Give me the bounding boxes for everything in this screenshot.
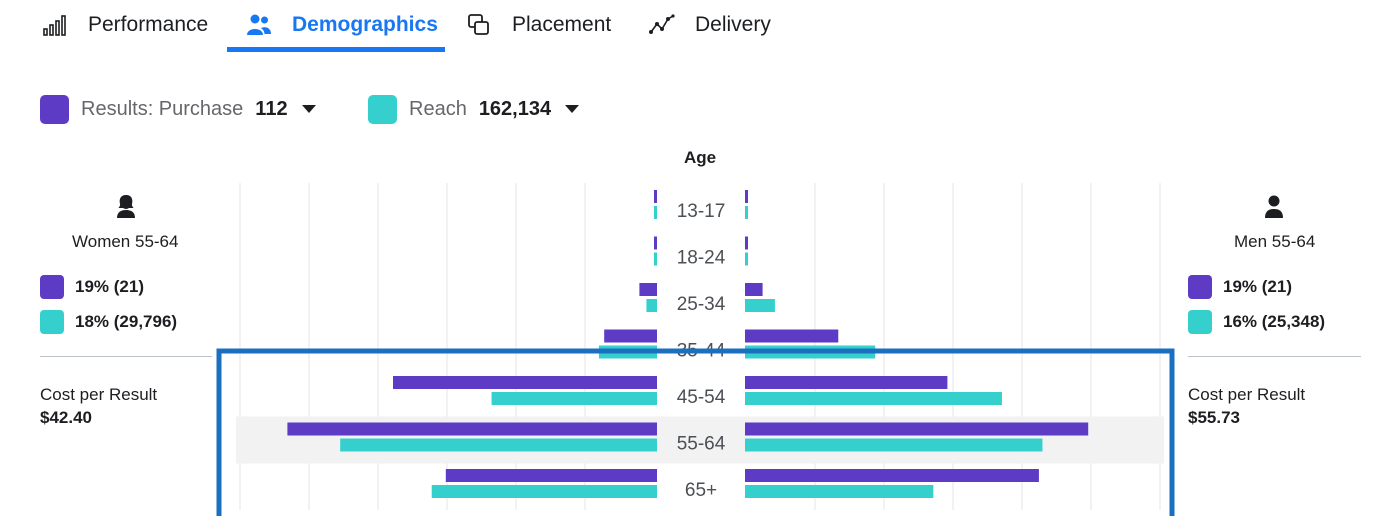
bar-women-results-65+[interactable] bbox=[445, 469, 657, 482]
bar-women-reach-45-54[interactable] bbox=[491, 392, 657, 405]
results-color-swatch bbox=[40, 275, 64, 299]
caret-down-icon bbox=[565, 105, 580, 113]
bar-men-reach-65+[interactable] bbox=[745, 485, 934, 498]
bar-men-reach-55-64[interactable] bbox=[745, 438, 1043, 452]
age-label-25-34[interactable]: 25-34 bbox=[677, 294, 726, 315]
bar-women-reach-65+[interactable] bbox=[431, 485, 657, 498]
reach-metric-dropdown[interactable]: Reach 162,134 bbox=[368, 93, 580, 125]
men-segment-title: Men 55-64 bbox=[1234, 232, 1316, 251]
reach-color-swatch bbox=[1188, 310, 1212, 334]
chart-bars bbox=[287, 190, 1089, 498]
tab-performance[interactable]: Performance bbox=[42, 0, 208, 50]
women-reach-value: 18% (29,796) bbox=[75, 312, 178, 331]
bar-women-reach-25-34[interactable] bbox=[646, 299, 657, 312]
reach-color-swatch bbox=[40, 310, 64, 334]
bar-men-results-35-44[interactable] bbox=[745, 329, 839, 343]
age-label-45-54[interactable]: 45-54 bbox=[677, 387, 726, 408]
bar-women-reach-55-64[interactable] bbox=[340, 438, 657, 452]
tab-delivery-label: Delivery bbox=[695, 13, 771, 36]
bar-women-results-13-17[interactable] bbox=[654, 190, 657, 203]
divider bbox=[1188, 356, 1361, 357]
bar-chart-icon bbox=[42, 12, 68, 38]
bar-women-reach-13-17[interactable] bbox=[654, 206, 657, 219]
bar-women-reach-18-24[interactable] bbox=[654, 252, 657, 266]
bar-men-results-25-34[interactable] bbox=[745, 283, 763, 296]
bar-men-results-65+[interactable] bbox=[745, 469, 1039, 482]
men-results-value: 19% (21) bbox=[1223, 277, 1292, 296]
highlight-box bbox=[216, 348, 1175, 516]
tab-placement-label: Placement bbox=[512, 13, 612, 36]
caret-down-icon bbox=[301, 105, 316, 113]
men-cost-per-result-label: Cost per Result bbox=[1188, 385, 1306, 404]
placement-icon bbox=[466, 12, 492, 38]
tab-demographics-label: Demographics bbox=[292, 13, 438, 36]
selected-label-background bbox=[657, 416, 745, 464]
results-color-swatch bbox=[40, 94, 69, 124]
bar-women-results-25-34[interactable] bbox=[639, 283, 657, 296]
tab-placement[interactable]: Placement bbox=[466, 0, 611, 50]
bar-men-reach-45-54[interactable] bbox=[745, 392, 1002, 405]
bar-men-results-13-17[interactable] bbox=[745, 190, 748, 203]
women-results-value: 19% (21) bbox=[75, 277, 144, 296]
tab-bar: Performance Demographics Place bbox=[0, 0, 1400, 56]
bar-men-results-18-24[interactable] bbox=[745, 236, 748, 250]
results-metric-value: 112 bbox=[255, 97, 288, 120]
divider bbox=[40, 356, 212, 357]
tab-delivery[interactable]: Delivery bbox=[649, 0, 771, 50]
results-color-swatch bbox=[1188, 275, 1212, 299]
women-segment-title: Women 55-64 bbox=[72, 232, 179, 251]
bar-women-results-18-24[interactable] bbox=[654, 236, 657, 250]
woman-icon bbox=[115, 194, 137, 218]
age-label-65+[interactable]: 65+ bbox=[685, 480, 717, 501]
age-label-18-24[interactable]: 18-24 bbox=[677, 248, 726, 269]
tab-performance-label: Performance bbox=[88, 13, 209, 36]
bar-men-results-55-64[interactable] bbox=[745, 422, 1089, 436]
people-icon bbox=[246, 12, 272, 38]
men-reach-value: 16% (25,348) bbox=[1223, 312, 1326, 331]
man-icon bbox=[1263, 194, 1285, 218]
women-cost-per-result-value: $42.40 bbox=[40, 408, 92, 427]
delivery-icon bbox=[649, 12, 675, 38]
men-cost-per-result-value: $55.73 bbox=[1188, 408, 1240, 427]
reach-metric-label: Reach bbox=[409, 97, 467, 120]
bar-women-results-35-44[interactable] bbox=[604, 329, 657, 343]
men-reach-stat: 16% (25,348) bbox=[1188, 310, 1325, 334]
bar-women-results-55-64[interactable] bbox=[287, 422, 657, 436]
women-cost-per-result-label: Cost per Result bbox=[40, 385, 158, 404]
bar-men-reach-13-17[interactable] bbox=[745, 206, 748, 219]
age-label-55-64[interactable]: 55-64 bbox=[677, 434, 726, 455]
results-metric-dropdown[interactable]: Results: Purchase 112 bbox=[40, 93, 316, 125]
active-tab-indicator bbox=[227, 47, 445, 52]
age-label-13-17[interactable]: 13-17 bbox=[677, 201, 726, 222]
bar-men-results-45-54[interactable] bbox=[745, 376, 948, 389]
bar-men-reach-25-34[interactable] bbox=[745, 299, 775, 312]
bar-women-results-45-54[interactable] bbox=[393, 376, 657, 389]
chart-title: Age bbox=[683, 148, 717, 167]
women-reach-stat: 18% (29,796) bbox=[40, 310, 177, 334]
women-results-stat: 19% (21) bbox=[40, 275, 144, 299]
men-results-stat: 19% (21) bbox=[1188, 275, 1292, 299]
bar-men-reach-18-24[interactable] bbox=[745, 252, 748, 266]
reach-color-swatch bbox=[368, 94, 397, 124]
tab-demographics[interactable]: Demographics bbox=[246, 0, 438, 50]
results-metric-label: Results: Purchase bbox=[81, 97, 244, 120]
reach-metric-value: 162,134 bbox=[478, 97, 552, 120]
